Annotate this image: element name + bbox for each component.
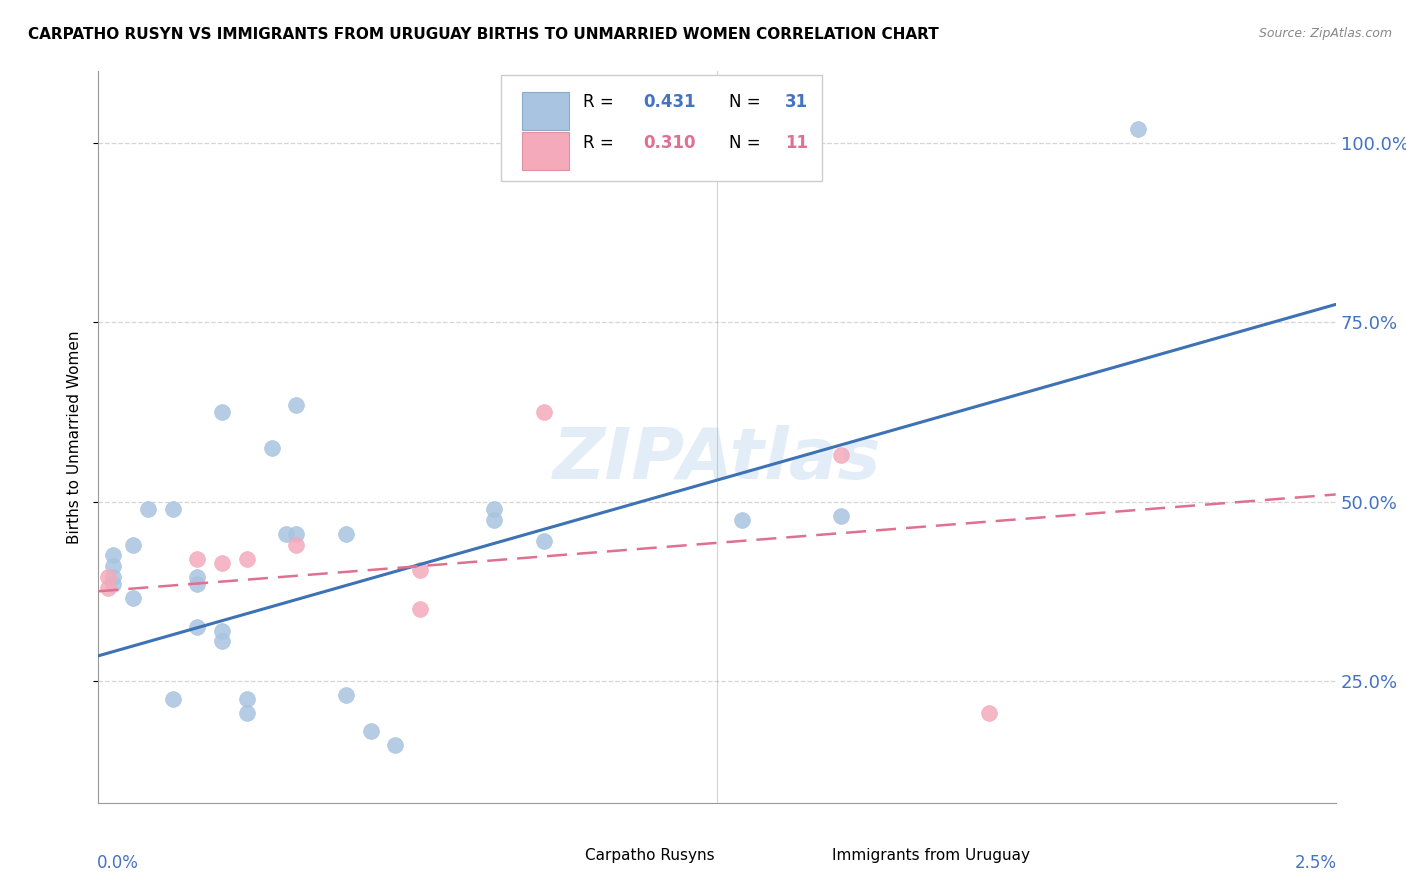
Point bbox=[276, 527, 298, 541]
FancyBboxPatch shape bbox=[785, 843, 823, 872]
FancyBboxPatch shape bbox=[522, 92, 568, 130]
Point bbox=[285, 538, 308, 552]
Text: ZIPAtlas: ZIPAtlas bbox=[553, 425, 882, 493]
Point bbox=[236, 552, 259, 566]
Point bbox=[103, 577, 125, 591]
Point bbox=[360, 724, 382, 739]
Point bbox=[103, 570, 125, 584]
Point bbox=[211, 556, 233, 570]
Point bbox=[285, 398, 308, 412]
Point bbox=[103, 559, 125, 574]
Point bbox=[186, 570, 208, 584]
Text: R =: R = bbox=[583, 94, 620, 112]
FancyBboxPatch shape bbox=[501, 75, 823, 181]
Point bbox=[211, 405, 233, 419]
Text: 11: 11 bbox=[785, 134, 808, 152]
Point bbox=[409, 602, 432, 616]
Point bbox=[211, 634, 233, 648]
Point bbox=[533, 405, 555, 419]
Point bbox=[236, 691, 259, 706]
Text: R =: R = bbox=[583, 134, 620, 152]
Text: Carpatho Rusyns: Carpatho Rusyns bbox=[585, 848, 714, 863]
Point bbox=[335, 527, 357, 541]
Point bbox=[830, 508, 852, 523]
Text: 0.0%: 0.0% bbox=[97, 854, 139, 872]
Text: Source: ZipAtlas.com: Source: ZipAtlas.com bbox=[1258, 27, 1392, 40]
Point bbox=[136, 501, 159, 516]
Point bbox=[122, 538, 145, 552]
Point bbox=[186, 620, 208, 634]
Point bbox=[979, 706, 1001, 721]
Point bbox=[484, 512, 506, 526]
Text: 0.431: 0.431 bbox=[643, 94, 696, 112]
Text: N =: N = bbox=[730, 134, 766, 152]
Point bbox=[211, 624, 233, 638]
Point bbox=[186, 577, 208, 591]
Point bbox=[335, 688, 357, 702]
Point bbox=[162, 691, 184, 706]
Point bbox=[285, 527, 308, 541]
Point bbox=[97, 581, 120, 595]
Point bbox=[103, 549, 125, 563]
Point bbox=[260, 441, 283, 455]
Point bbox=[122, 591, 145, 606]
Text: 31: 31 bbox=[785, 94, 808, 112]
Point bbox=[186, 552, 208, 566]
Point bbox=[97, 570, 120, 584]
Text: Immigrants from Uruguay: Immigrants from Uruguay bbox=[832, 848, 1031, 863]
FancyBboxPatch shape bbox=[537, 843, 575, 872]
Point bbox=[1126, 121, 1149, 136]
Text: N =: N = bbox=[730, 94, 766, 112]
Point bbox=[236, 706, 259, 721]
Point bbox=[384, 739, 406, 753]
Point bbox=[484, 501, 506, 516]
Text: 2.5%: 2.5% bbox=[1295, 854, 1337, 872]
Text: 0.310: 0.310 bbox=[643, 134, 696, 152]
Point bbox=[830, 448, 852, 462]
FancyBboxPatch shape bbox=[522, 132, 568, 170]
Point bbox=[162, 501, 184, 516]
Point bbox=[409, 563, 432, 577]
Point bbox=[731, 512, 754, 526]
Y-axis label: Births to Unmarried Women: Births to Unmarried Women bbox=[67, 330, 83, 544]
Point bbox=[533, 534, 555, 549]
Text: CARPATHO RUSYN VS IMMIGRANTS FROM URUGUAY BIRTHS TO UNMARRIED WOMEN CORRELATION : CARPATHO RUSYN VS IMMIGRANTS FROM URUGUA… bbox=[28, 27, 939, 42]
